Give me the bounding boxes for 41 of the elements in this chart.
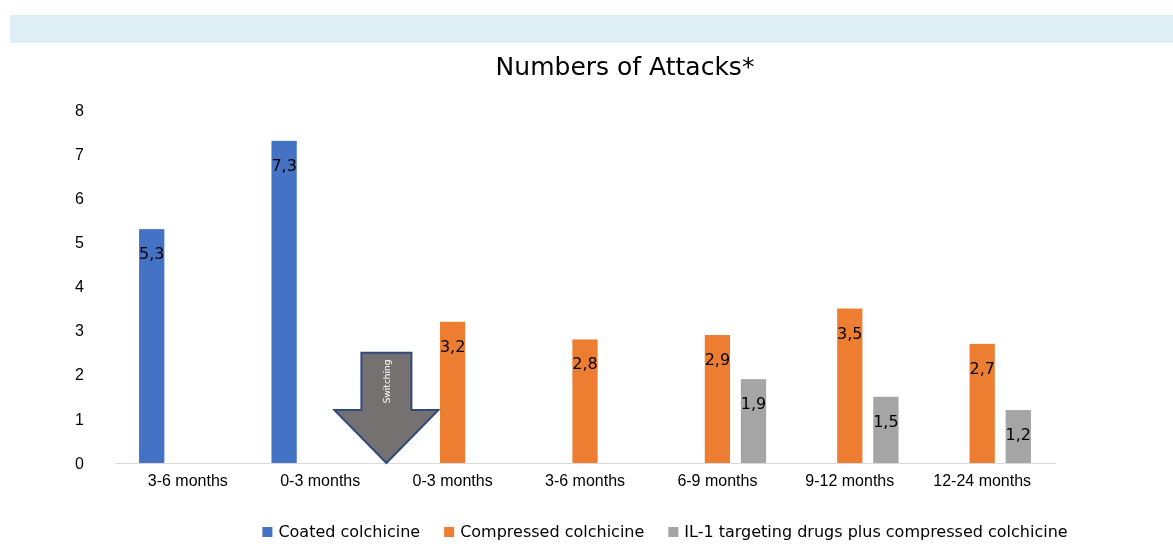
x-tick-label: 6-9 months [677,472,758,490]
data-label: 3,2 [439,336,466,356]
data-label: 1,5 [873,411,899,431]
data-label: 5,3 [138,244,165,264]
legend-label: Compressed colchicine [460,522,645,541]
bar [271,140,297,463]
bar [873,396,899,463]
x-tick-label: 9-12 months [805,472,895,490]
x-tick-label: 3-6 months [147,472,228,490]
x-tick-label: 0-3 months [412,472,493,490]
bar [139,229,165,463]
data-label: 2,7 [969,358,995,378]
chart-title: Numbers of Attacks* [495,52,755,81]
bar [740,379,767,463]
y-tick-label: 0 [75,454,84,472]
y-tick-label: 8 [75,101,84,119]
y-tick-label: 5 [75,233,84,251]
bar [837,308,863,463]
data-label: 2,8 [572,354,598,374]
bar [572,339,598,463]
x-tick-label: 3-6 months [544,472,626,490]
x-tick-label: 0-3 months [280,472,361,490]
y-tick-label: 7 [75,145,84,163]
bar [969,343,995,463]
data-label: 7,3 [271,155,297,175]
y-tick-label: 3 [75,322,84,340]
y-tick-label: 4 [75,278,84,296]
data-label: 1,9 [740,394,767,414]
annotation: Switching [382,359,393,404]
y-tick-label: 2 [75,366,84,384]
data-label: 1,2 [1005,425,1032,445]
y-tick-label: 6 [75,189,84,207]
bar [704,335,731,463]
data-label: 3,5 [837,323,863,343]
bar [1005,410,1031,463]
x-tick-label: 12-24 months [933,472,1032,490]
y-tick-label: 1 [75,410,84,428]
data-label: 2,9 [704,350,731,370]
legend-label: Coated colchicine [278,522,421,541]
legend-label: IL-1 targeting drugs plus compressed colchicine [684,522,1068,541]
bar [439,321,466,463]
